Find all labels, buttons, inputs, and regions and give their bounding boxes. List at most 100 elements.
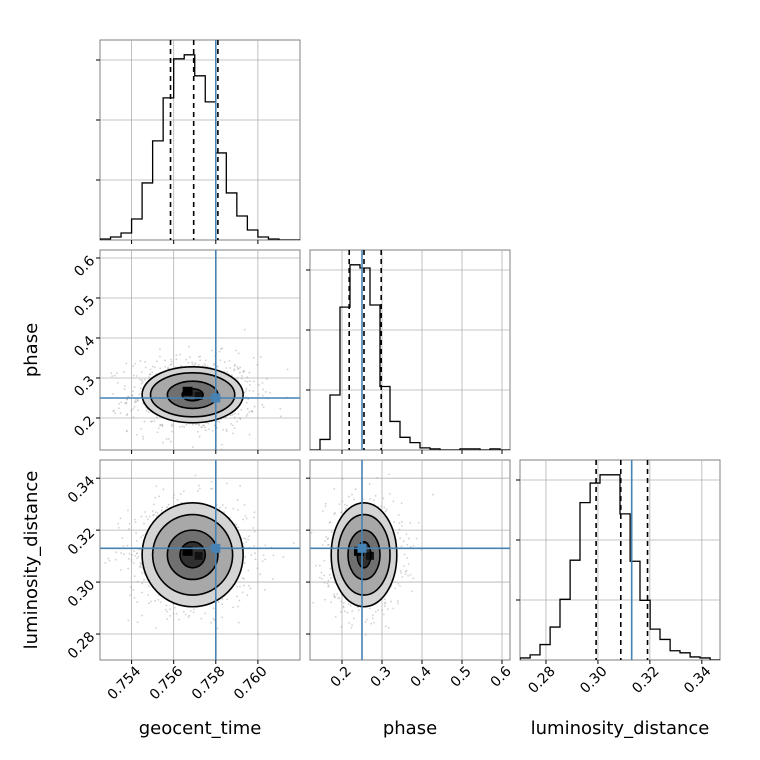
sample-point	[165, 438, 168, 440]
sample-point	[194, 363, 197, 366]
sample-point	[148, 376, 151, 379]
sample-point	[334, 512, 336, 514]
sample-point	[250, 554, 253, 556]
sample-point	[392, 500, 395, 503]
sample-point	[133, 597, 136, 599]
panel-background	[309, 249, 511, 451]
sample-point	[154, 627, 157, 629]
sample-point	[125, 414, 128, 417]
sample-point	[243, 328, 246, 331]
sample-point	[148, 515, 151, 518]
sample-point	[324, 540, 327, 543]
sample-point	[194, 362, 197, 365]
sample-point	[272, 554, 275, 557]
sample-point	[407, 574, 410, 577]
sample-point	[237, 412, 240, 415]
sample-point	[132, 374, 135, 377]
sample-point	[326, 582, 329, 585]
sample-point	[368, 607, 371, 610]
sample-point	[165, 604, 168, 607]
sample-point	[324, 598, 326, 601]
sample-point	[341, 500, 344, 503]
sample-point	[333, 581, 336, 584]
sample-point	[133, 575, 136, 578]
sample-point	[125, 401, 128, 404]
sample-point	[139, 387, 142, 390]
sample-point	[253, 380, 255, 383]
sample-point	[210, 480, 213, 483]
tick-label-y: 0.2	[71, 413, 98, 440]
sample-point	[243, 537, 245, 540]
sample-point	[237, 621, 240, 624]
contour-line-0	[356, 541, 372, 569]
sample-point	[328, 521, 331, 524]
sample-point	[209, 487, 212, 490]
sample-point	[229, 367, 232, 369]
sample-point	[182, 490, 185, 493]
sample-point	[225, 430, 228, 433]
sample-point	[383, 602, 386, 605]
sample-point	[257, 393, 260, 396]
sample-point	[194, 423, 197, 426]
marginal-panel-geocent_time	[96, 39, 301, 244]
contour-line-3	[330, 502, 398, 608]
sample-point	[184, 613, 187, 616]
sample-point	[251, 410, 254, 413]
contour-line-0	[179, 541, 207, 569]
sample-point	[187, 361, 190, 364]
sample-point	[141, 572, 143, 575]
sample-point	[141, 435, 144, 438]
sample-point	[315, 564, 317, 567]
sample-point	[174, 606, 176, 609]
sample-point	[318, 576, 321, 579]
sample-point	[139, 561, 142, 564]
sample-point	[393, 521, 396, 523]
sample-point	[167, 503, 170, 506]
sample-point	[203, 424, 205, 427]
sample-point	[132, 416, 135, 419]
sample-point	[252, 527, 255, 529]
truth-marker	[211, 543, 221, 553]
sample-point	[334, 615, 337, 618]
sample-point	[110, 372, 113, 375]
sample-point	[64, 385, 66, 387]
sample-point	[148, 373, 151, 376]
sample-point	[172, 424, 175, 427]
contour-line-1	[347, 529, 381, 581]
sample-point	[167, 366, 169, 369]
sample-point	[181, 425, 184, 428]
sample-point	[245, 415, 248, 417]
sample-point	[252, 516, 255, 519]
sample-point	[245, 389, 248, 392]
sample-point	[302, 541, 304, 543]
sample-point	[257, 633, 260, 636]
sample-point	[398, 528, 401, 531]
sample-point	[243, 562, 246, 565]
sample-point	[201, 426, 204, 428]
sample-point	[136, 557, 138, 560]
sample-point	[344, 503, 346, 506]
sample-point	[238, 371, 241, 374]
sample-point	[137, 555, 140, 558]
sample-point	[127, 619, 130, 622]
sample-point	[147, 585, 150, 588]
sample-point	[132, 390, 134, 393]
sample-point	[144, 360, 146, 363]
sample-point	[409, 545, 412, 548]
sample-point	[400, 572, 403, 574]
sample-point	[254, 558, 257, 561]
sample-point	[349, 604, 352, 607]
axis-label-luminosity_distance: luminosity_distance	[21, 471, 42, 650]
sample-point	[166, 610, 168, 613]
tick-label-x: 0.3	[368, 663, 395, 690]
sample-point	[137, 409, 139, 412]
sample-point	[383, 605, 386, 608]
marginal-panel-phase	[306, 249, 511, 454]
sample-point	[364, 620, 367, 623]
sample-point	[200, 617, 203, 620]
sample-point	[225, 428, 228, 431]
sample-point	[237, 367, 240, 370]
sample-point	[136, 399, 139, 402]
tick-label-y: 0.3	[71, 373, 98, 400]
sample-point	[261, 381, 264, 384]
